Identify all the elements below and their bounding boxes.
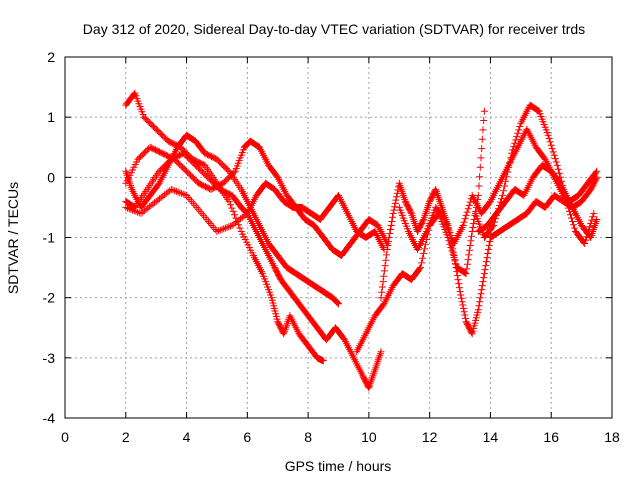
y-tick-label: -2 [43, 290, 56, 306]
series-track-g [377, 179, 494, 338]
x-tick-label: 2 [122, 429, 130, 445]
y-axis-label: SDTVAR / TECUs [5, 182, 21, 294]
y-tick-label: -4 [43, 410, 56, 426]
data-point-markers [122, 149, 385, 392]
x-tick-label: 4 [183, 429, 191, 445]
series-track-f [353, 107, 488, 356]
data-point-markers [353, 107, 488, 356]
series-track-b [122, 149, 385, 392]
x-tick-label: 8 [304, 429, 312, 445]
x-tick-label: 16 [543, 429, 559, 445]
data-point-markers [122, 89, 327, 365]
series-track-c [122, 131, 342, 308]
chart-title: Day 312 of 2020, Sidereal Day-to-day VTE… [83, 21, 585, 37]
data-point-markers [122, 137, 391, 259]
x-tick-label: 0 [61, 429, 69, 445]
x-tick-label: 18 [604, 429, 620, 445]
data-plot-area [122, 89, 601, 392]
series-track-d [122, 137, 391, 259]
y-tick-label: -3 [43, 350, 56, 366]
x-tick-label: 14 [483, 429, 499, 445]
y-tick-label: 2 [47, 49, 55, 65]
series-track-e [122, 179, 388, 253]
data-point-markers [377, 179, 494, 338]
x-axis-label: GPS time / hours [285, 458, 392, 474]
series-track-j [474, 161, 601, 235]
y-tick-label: -1 [43, 230, 56, 246]
y-tick-label: 1 [47, 109, 55, 125]
data-point-markers [122, 179, 388, 253]
series-track-a [122, 89, 327, 365]
data-point-markers [474, 161, 601, 235]
data-point-markers [122, 131, 342, 308]
series-track-k [486, 173, 601, 241]
x-tick-label: 12 [422, 429, 438, 445]
y-tick-label: 0 [47, 169, 55, 185]
x-tick-label: 6 [243, 429, 251, 445]
x-tick-label: 10 [361, 429, 377, 445]
data-point-markers [486, 173, 601, 241]
